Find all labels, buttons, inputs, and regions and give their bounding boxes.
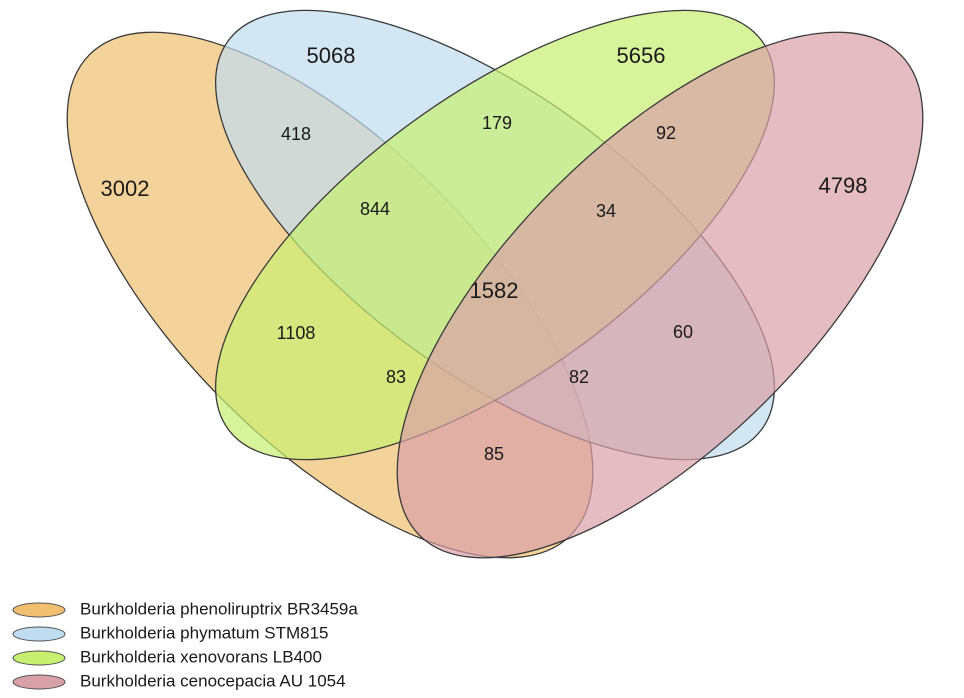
count-phymatum-xenovorans-cenocepacia: 34 — [596, 201, 616, 221]
count-phenoliruptrix-xenovorans: 1108 — [277, 323, 316, 343]
count-phenoliruptrix-cenocepacia: 85 — [484, 444, 504, 464]
legend-label-xenovorans: Burkholderia xenovorans LB400 — [80, 647, 322, 666]
count-cenocepacia-only: 4798 — [819, 173, 868, 198]
ellipse-cenocepacia — [396, 31, 924, 559]
count-all-four: 1582 — [470, 278, 519, 303]
legend-item-cenocepacia: Burkholderia cenocepacia AU 1054 — [12, 671, 346, 690]
legend: Burkholderia phenoliruptrix BR3459a Burk… — [12, 599, 358, 690]
legend-swatch-xenovorans — [12, 650, 66, 666]
count-phenoliruptrix-xenovorans-cenocepacia: 83 — [386, 367, 406, 387]
count-xenovorans-cenocepacia: 92 — [656, 123, 676, 143]
legend-label-cenocepacia: Burkholderia cenocepacia AU 1054 — [80, 671, 346, 690]
count-phenoliruptrix-phymatum-xenovorans: 844 — [360, 199, 390, 219]
count-phymatum-only: 5068 — [307, 43, 356, 68]
count-phenoliruptrix-phymatum-cenocepacia: 82 — [569, 367, 589, 387]
set-ellipses — [66, 9, 924, 559]
count-phenoliruptrix-only: 3002 — [101, 176, 150, 201]
legend-label-phenoliruptrix: Burkholderia phenoliruptrix BR3459a — [80, 599, 358, 618]
region-counts: 3002 5068 5656 4798 418 179 92 844 34 15… — [101, 43, 868, 464]
legend-label-phymatum: Burkholderia phymatum STM815 — [80, 623, 329, 642]
legend-swatch-phymatum — [12, 626, 66, 642]
count-phymatum-xenovorans: 179 — [482, 113, 512, 133]
legend-item-phymatum: Burkholderia phymatum STM815 — [12, 623, 329, 642]
count-phenoliruptrix-phymatum: 418 — [281, 124, 311, 144]
count-phymatum-cenocepacia: 60 — [673, 322, 693, 342]
legend-swatch-phenoliruptrix — [12, 602, 66, 618]
legend-swatch-cenocepacia — [12, 674, 66, 690]
count-xenovorans-only: 5656 — [617, 43, 666, 68]
legend-item-phenoliruptrix: Burkholderia phenoliruptrix BR3459a — [12, 599, 358, 618]
legend-item-xenovorans: Burkholderia xenovorans LB400 — [12, 647, 322, 666]
